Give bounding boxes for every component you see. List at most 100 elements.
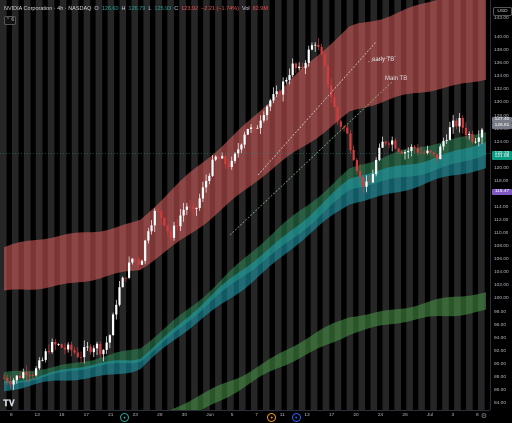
candle-body [342, 126, 346, 128]
candle-body [221, 156, 224, 159]
candle-body [471, 133, 474, 142]
price-tick-label: 124.00 [494, 139, 509, 145]
candle-body [310, 45, 314, 50]
candle-body [99, 343, 102, 355]
candle-body [413, 146, 416, 149]
session-stripe [358, 0, 366, 410]
candle-body [259, 120, 262, 128]
candle-body [243, 134, 246, 145]
candle-body [211, 159, 214, 176]
low-value: 125.93 [154, 6, 172, 12]
candle-body [217, 156, 221, 159]
candle-body [15, 375, 18, 381]
candle-body [301, 66, 304, 69]
candle-body [70, 344, 73, 351]
candle-body [275, 91, 278, 95]
candle-body [160, 211, 163, 218]
session-stripe [418, 0, 425, 410]
price-chart[interactable] [0, 0, 490, 423]
event-marker-icon[interactable]: ● [291, 413, 301, 422]
session-stripe [71, 0, 79, 410]
indicator-band [4, 132, 486, 384]
session-stripe [466, 0, 473, 410]
candle-body [391, 140, 394, 145]
event-marker-icon[interactable]: ● [267, 413, 277, 422]
session-stripe [95, 0, 103, 410]
time-tick-label: 13 [34, 413, 40, 418]
candle-body [272, 94, 275, 101]
candle-body [92, 348, 95, 353]
candle-body [63, 347, 67, 350]
session-stripe [298, 0, 306, 410]
time-tick-label: 8 [10, 413, 13, 418]
time-tick-label: 7 [255, 413, 258, 418]
candle-body [304, 62, 307, 69]
symbol-title[interactable]: NVIDIA Corporation · 4h · NASDAQ [4, 6, 92, 12]
candle-body [394, 140, 397, 149]
candle-body [169, 231, 172, 238]
collapse-indicators-button[interactable]: ⌃ 6 [4, 16, 16, 25]
high-label: H [121, 6, 126, 12]
price-tick-label: 126.00 [494, 126, 509, 132]
event-marker-icon[interactable]: ● [120, 413, 130, 422]
candle-body [403, 152, 407, 154]
price-tick-label: 106.00 [494, 257, 509, 263]
time-tick-label: 28 [157, 413, 163, 418]
candle-body [201, 187, 204, 199]
candle-body [28, 374, 31, 376]
candle-body [89, 346, 92, 353]
candle-body [140, 260, 144, 265]
session-stripe [406, 0, 413, 410]
candle-body [240, 144, 243, 150]
price-tick-label: 104.00 [494, 270, 509, 276]
candle-body [51, 342, 54, 353]
price-axis[interactable]: USD 143.00 140.00 138.00 136.00 134.00 132.00… [490, 0, 512, 410]
candle-body [208, 175, 211, 181]
candle-body [118, 287, 121, 305]
candle-body [214, 156, 217, 160]
session-stripe [59, 0, 67, 410]
candle-body [423, 152, 426, 154]
candle-body [253, 127, 256, 129]
time-tick-label: 17 [83, 413, 89, 418]
tradingview-logo[interactable]: 𝐓𝐕 [3, 398, 15, 408]
time-tick-label: Jul [426, 413, 434, 418]
time-tick-label: 3 [451, 413, 455, 418]
candle-body [41, 359, 44, 361]
candle-body [410, 146, 413, 151]
candle-body [397, 148, 400, 152]
candle-body [182, 209, 185, 216]
candle-body [34, 368, 38, 376]
candle-body [230, 160, 233, 168]
price-tick-label: 143.00 [494, 15, 509, 21]
price-marker-label: 116.47 [492, 188, 512, 195]
time-tick-label: 23 [132, 413, 138, 418]
candle-body [105, 342, 108, 350]
price-tick-label: 120.00 [494, 165, 509, 171]
price-tick-label: 84.00 [494, 401, 507, 406]
price-tick-label: 112.00 [494, 218, 509, 224]
low-label: L [148, 6, 152, 12]
price-tick-label: 108.00 [494, 244, 509, 250]
settings-gear-icon[interactable]: ⚙ [480, 413, 487, 420]
candle-body [108, 335, 111, 343]
candle-body [185, 206, 188, 210]
candle-body [317, 44, 320, 47]
time-tick-label: 26 [402, 413, 408, 418]
chart-canvas[interactable]: NVIDIA Corporation · 4h · NASDAQ O 126.60… [0, 0, 490, 423]
time-tick-label: 5 [230, 413, 234, 418]
price-tick-label: 88.00 [494, 374, 507, 380]
price-marker-label: 127.40 [492, 117, 512, 124]
candle-body [137, 259, 140, 265]
time-axis[interactable]: 8 13 15 17 21 23 28 30 Jun 5 7 11 13 17 20 24 26 Jul 3 8 ● ● ●… [0, 410, 490, 423]
candle-body [384, 141, 387, 144]
candle-body [387, 143, 391, 145]
candle-body [352, 150, 355, 161]
session-stripe [35, 0, 43, 410]
candle-body [195, 207, 198, 209]
candle-body [198, 198, 201, 208]
candle-body [246, 128, 249, 135]
candle-body [448, 127, 452, 140]
candle-body [298, 66, 301, 69]
candle-body [47, 351, 51, 353]
